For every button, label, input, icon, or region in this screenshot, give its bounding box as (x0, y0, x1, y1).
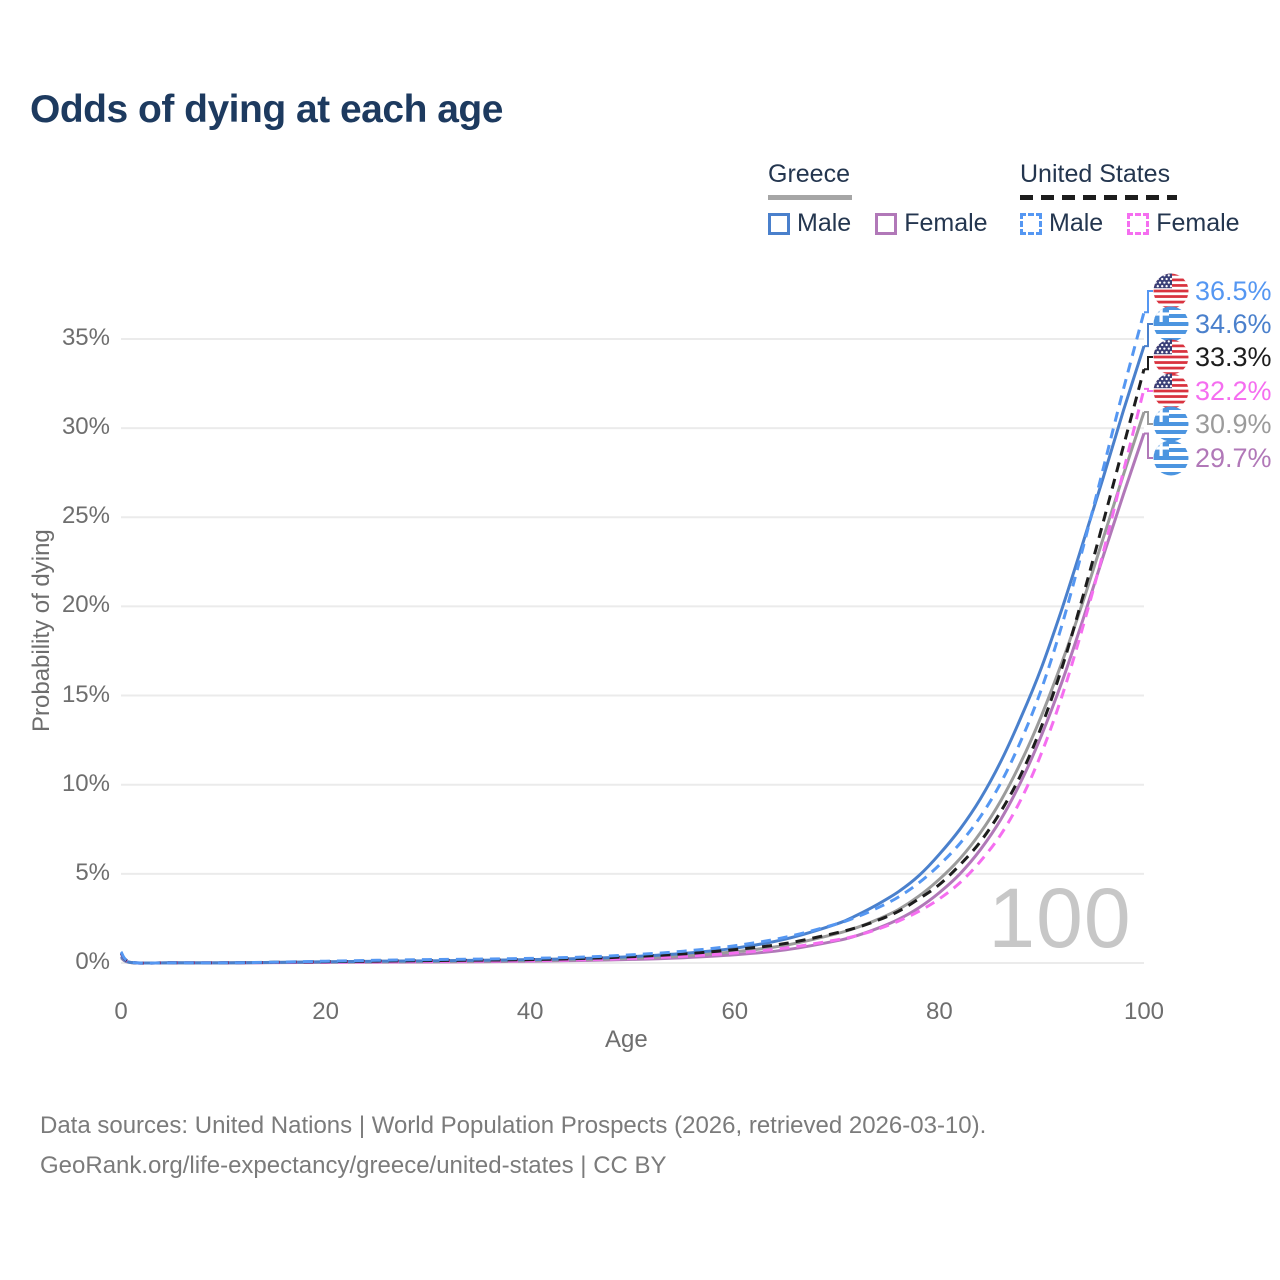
legend-label: Male (1049, 209, 1104, 237)
label-connector (1144, 356, 1153, 371)
end-label-greece-male: 34.6% (1153, 305, 1272, 343)
end-value-text: 29.7% (1195, 442, 1272, 473)
label-connector (1144, 323, 1153, 348)
y-tick-label: 5% (75, 858, 110, 886)
x-tick-label: 20 (312, 998, 339, 1025)
y-tick-label: 25% (61, 502, 110, 530)
legend-item-greece-female[interactable]: Female (875, 209, 988, 238)
footer-sources: Data sources: United Nations | World Pop… (40, 1112, 987, 1139)
x-tick-label: 100 (1123, 998, 1165, 1025)
x-tick-label: 40 (516, 998, 544, 1025)
legend-item-us-male[interactable]: Male (1020, 209, 1103, 238)
us-flag-icon (1153, 373, 1189, 409)
end-label-united-states-female: 32.2% (1153, 372, 1272, 410)
us-flag-icon (1153, 273, 1189, 309)
legend-label: Female (904, 209, 988, 237)
end-label-united-states-total: 33.3% (1153, 338, 1272, 376)
greece-flag-icon (1153, 440, 1189, 476)
greece-male-checkbox[interactable] (768, 212, 790, 235)
end-label-greece-female: 29.7% (1153, 439, 1272, 477)
end-value-text: 32.2% (1195, 375, 1272, 406)
end-label-united-states-male: 36.5% (1153, 272, 1272, 310)
greece-flag-icon (1153, 406, 1189, 442)
legend-label: Female (1156, 209, 1240, 237)
footer: Data sources: United Nations | World Pop… (40, 1106, 986, 1186)
end-value-text: 33.3% (1195, 341, 1272, 372)
legend-item-greece-male[interactable]: Male (768, 209, 851, 238)
age-watermark: 100 (988, 871, 1132, 965)
y-tick-label: 35% (61, 323, 110, 351)
label-connector (1144, 290, 1153, 314)
end-value-text: 30.9% (1195, 408, 1272, 439)
greece-female-checkbox[interactable] (875, 212, 898, 235)
series-line-united-states-male (119, 311, 1146, 965)
legend-greece-title: Greece (768, 160, 850, 188)
y-tick-label: 30% (61, 413, 110, 441)
legend-us-line-swatch (1020, 195, 1177, 200)
legend-us-title: United States (1020, 160, 1171, 188)
legend-greece-line-swatch (768, 195, 852, 200)
x-tick-label: 0 (114, 998, 128, 1025)
legend-label: Male (797, 209, 852, 237)
label-connector (1144, 411, 1153, 425)
page-title: Odds of dying at each age (30, 88, 503, 131)
us-male-checkbox[interactable] (1020, 212, 1042, 235)
label-connector (1144, 432, 1153, 459)
x-tick-label: 60 (721, 998, 749, 1025)
us-flag-icon (1153, 339, 1189, 375)
y-tick-label: 0% (75, 948, 110, 975)
label-connector (1144, 387, 1153, 392)
end-label-greece-total: 30.9% (1153, 405, 1272, 443)
y-tick-label: 10% (61, 769, 110, 797)
legend-item-us-female[interactable]: Female (1127, 209, 1240, 238)
us-female-checkbox[interactable] (1127, 212, 1150, 235)
y-tick-label: 20% (61, 591, 110, 619)
y-tick-label: 15% (61, 680, 110, 708)
greece-flag-icon (1153, 306, 1189, 342)
legend-group-greece: Greece Male Female (768, 160, 988, 238)
end-value-text: 34.6% (1195, 308, 1272, 339)
footer-link: GeoRank.org/life-expectancy/greece/unite… (40, 1152, 667, 1179)
legend-group-united-states: United States Male Female (1020, 160, 1240, 238)
x-axis-title: Age (605, 1026, 648, 1053)
end-value-text: 36.5% (1195, 275, 1272, 306)
x-tick-label: 80 (926, 998, 953, 1025)
